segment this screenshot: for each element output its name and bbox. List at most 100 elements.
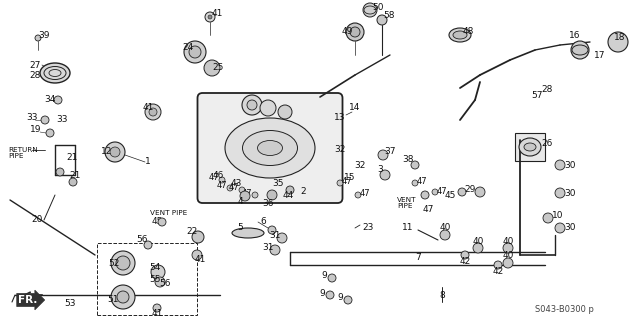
Circle shape [56,168,64,176]
Text: 5: 5 [237,224,243,233]
Circle shape [286,186,294,194]
Text: 48: 48 [462,27,474,36]
Text: 9: 9 [321,271,327,280]
Text: 41: 41 [211,9,223,18]
Circle shape [184,41,206,63]
Circle shape [267,190,277,200]
Circle shape [192,250,202,260]
Text: 1: 1 [145,158,151,167]
Text: 21: 21 [67,153,77,162]
Text: 30: 30 [564,189,576,197]
Text: 47: 47 [217,182,227,190]
Ellipse shape [225,118,315,178]
Circle shape [440,230,450,240]
Text: 21: 21 [69,170,81,180]
Text: 41: 41 [195,256,205,264]
Text: 47: 47 [436,187,447,196]
Bar [97,243,197,315]
Circle shape [54,96,62,104]
Text: 31: 31 [262,243,274,253]
Text: 40: 40 [502,236,514,246]
Ellipse shape [519,138,541,156]
Text: 47: 47 [209,174,220,182]
Text: 25: 25 [212,63,224,72]
Text: 40: 40 [472,236,484,246]
Circle shape [192,231,204,243]
Text: 3: 3 [377,166,383,174]
Text: 56: 56 [136,235,148,244]
Circle shape [227,185,233,191]
Circle shape [432,189,438,195]
Circle shape [260,100,276,116]
Circle shape [421,191,429,199]
Text: 29: 29 [464,186,476,195]
Text: 50: 50 [372,4,384,12]
Text: VENT PIPE: VENT PIPE [150,210,188,216]
Text: 46: 46 [212,170,224,180]
Circle shape [350,27,360,37]
Circle shape [503,243,513,253]
Text: 14: 14 [349,103,361,113]
Text: 33: 33 [26,113,38,122]
Text: 9: 9 [337,293,343,302]
Text: 47: 47 [422,205,434,214]
Ellipse shape [40,63,70,83]
Circle shape [204,60,220,76]
Circle shape [337,180,343,186]
Text: 42: 42 [492,268,504,277]
Ellipse shape [232,228,264,238]
Text: 33: 33 [56,115,68,124]
Circle shape [378,150,388,160]
Circle shape [494,261,502,269]
Text: 44: 44 [282,191,294,201]
Circle shape [158,218,166,226]
Circle shape [117,291,129,303]
Text: 41: 41 [151,308,163,317]
Circle shape [278,105,292,119]
Circle shape [242,95,262,115]
Text: 47: 47 [228,183,239,192]
Circle shape [144,241,152,249]
Circle shape [116,256,130,270]
Text: 23: 23 [362,224,374,233]
Circle shape [35,35,41,41]
Circle shape [363,3,377,17]
Text: 52: 52 [108,258,120,268]
Circle shape [208,15,212,19]
Ellipse shape [243,130,298,166]
Text: 28: 28 [29,70,41,79]
Text: 11: 11 [403,224,413,233]
Ellipse shape [449,28,471,42]
Text: 30: 30 [564,160,576,169]
Ellipse shape [257,140,282,155]
Circle shape [377,15,387,25]
FancyBboxPatch shape [198,93,342,203]
Circle shape [239,187,245,193]
Ellipse shape [453,31,467,39]
Circle shape [412,180,418,186]
Text: 40: 40 [502,251,514,261]
Text: 32: 32 [334,145,346,154]
Circle shape [555,223,565,233]
Text: 36: 36 [262,198,274,207]
Circle shape [458,188,466,196]
Text: 45: 45 [152,218,163,226]
Circle shape [555,188,565,198]
Ellipse shape [524,143,536,151]
Text: 53: 53 [64,299,76,308]
Circle shape [149,108,157,116]
Circle shape [326,291,334,299]
Text: 47: 47 [360,189,371,198]
Circle shape [111,285,135,309]
Text: 49: 49 [341,27,353,36]
Text: 57: 57 [531,91,543,100]
Text: 37: 37 [384,147,396,157]
Circle shape [205,12,215,22]
Text: 24: 24 [182,43,194,53]
Text: 41: 41 [142,102,154,112]
Text: RETURN
PIPE: RETURN PIPE [8,146,38,160]
Text: 34: 34 [44,95,56,105]
Circle shape [555,160,565,170]
Text: 55: 55 [149,276,161,285]
Text: 19: 19 [30,125,42,135]
